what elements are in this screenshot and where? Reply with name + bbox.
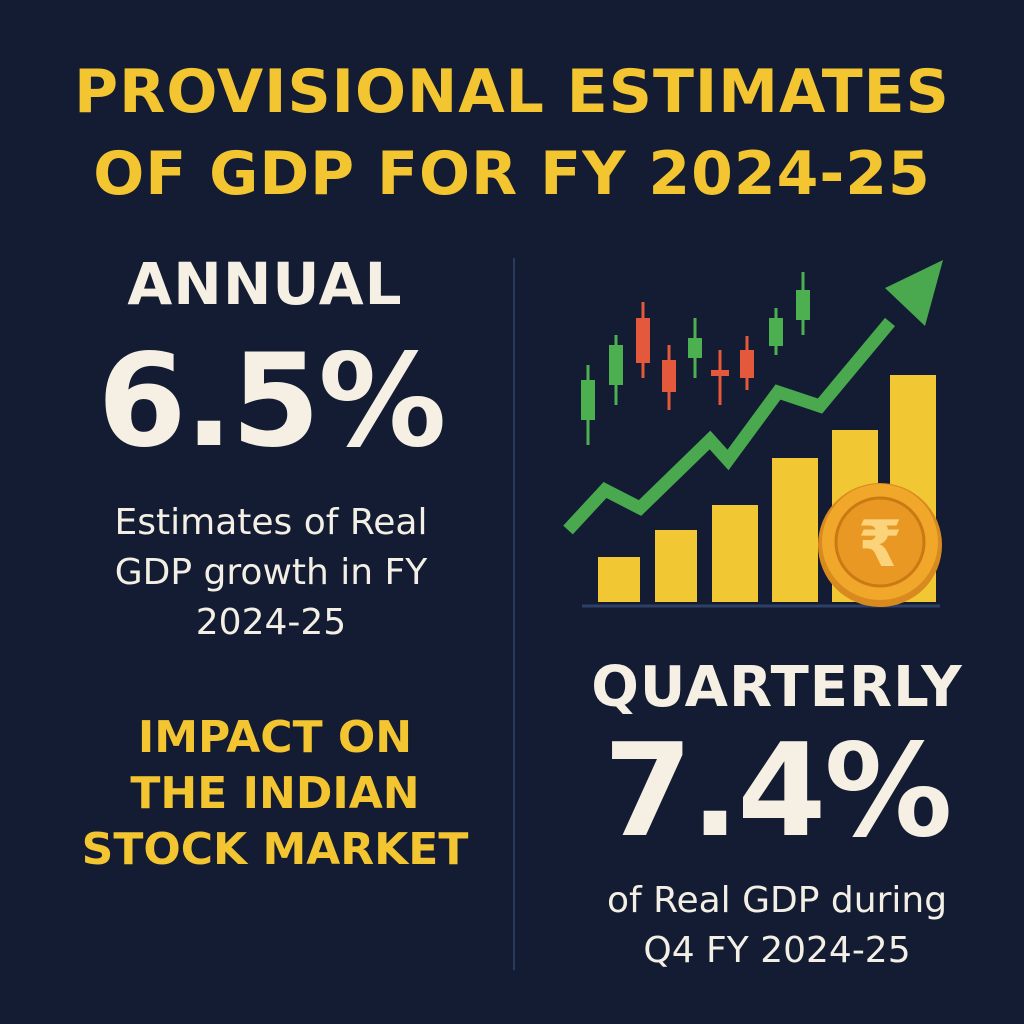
quarterly-growth-value: 7.4% <box>603 717 953 866</box>
annual-description: Estimates of Real GDP growth in FY 2024-… <box>0 498 542 648</box>
impact-heading-line: THE INDIAN <box>130 768 420 819</box>
title-line-1: PROVISIONAL ESTIMATES <box>74 57 950 127</box>
column-divider <box>513 258 515 970</box>
annual-description-line: Estimates of Real <box>114 502 428 543</box>
trend-up-arrow-icon <box>563 260 943 535</box>
rupee-symbol: ₹ <box>858 508 903 582</box>
annual-growth-value: 6.5% <box>97 327 447 476</box>
quarterly-description-line: of Real GDP during <box>606 880 948 921</box>
quarterly-description: of Real GDP during Q4 FY 2024-25 <box>530 876 1024 976</box>
candlestick-chart-icon <box>581 272 810 445</box>
market-growth-illustration: ₹ <box>563 260 943 608</box>
quarterly-description-line: Q4 FY 2024-25 <box>643 930 911 971</box>
annual-label: ANNUAL <box>127 250 403 318</box>
impact-heading-line: IMPACT ON <box>137 712 413 763</box>
quarterly-label: QUARTERLY <box>591 655 963 720</box>
annual-description-line: GDP growth in FY <box>114 552 428 593</box>
impact-heading-line: STOCK MARKET <box>81 824 469 875</box>
title-line-2: OF GDP FOR FY 2024-25 <box>93 139 931 209</box>
impact-heading: IMPACT ON THE INDIAN STOCK MARKET <box>60 710 490 878</box>
rupee-coin-icon: ₹ <box>818 483 942 607</box>
annual-description-line: 2024-25 <box>195 602 347 643</box>
